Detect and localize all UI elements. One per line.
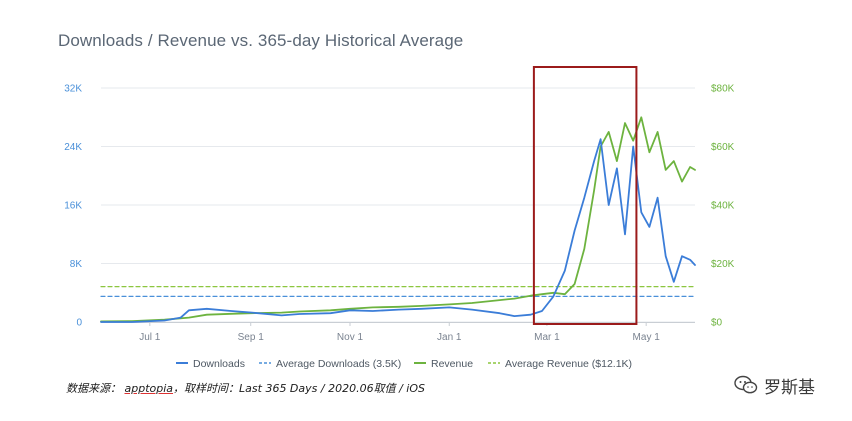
legend-label: Average Downloads (3.5K) (276, 358, 401, 370)
y-left-tick-label: 16K (64, 201, 82, 212)
legend: Downloads Average Downloads (3.5K) Revenue… (176, 358, 632, 370)
wechat-icon (734, 375, 758, 394)
chart-title: Downloads / Revenue vs. 365-day Historic… (58, 31, 464, 50)
y-right-tick-label: $0 (711, 318, 723, 329)
y-left-tick-label: 8K (70, 259, 83, 270)
legend-label: Average Revenue ($12.1K) (505, 358, 632, 370)
series-line-downloads (100, 138, 696, 323)
x-tick-label: May 1 (633, 332, 661, 343)
y-right-tick-label: $20K (711, 259, 735, 270)
x-tick-label: Jul 1 (139, 332, 161, 343)
series-group (100, 116, 696, 323)
watermark-label: 罗斯基 (764, 377, 815, 398)
y-left-tick-label: 32K (64, 84, 82, 95)
source-rest: ，取样时间：Last 365 Days / 2020.06取值 / iOS (173, 382, 425, 395)
source-prefix: 数据来源： (66, 382, 121, 395)
x-tick-label: Jan 1 (437, 332, 462, 343)
y-left-tick-label: 24K (64, 142, 82, 153)
y-right-tick-label: $80K (711, 84, 735, 95)
x-tick-label: Nov 1 (337, 332, 364, 343)
watermark: 罗斯基 (734, 373, 815, 398)
y-left-tick-label: 0 (76, 318, 82, 329)
legend-label: Downloads (193, 358, 245, 370)
y-right-tick-label: $60K (711, 142, 735, 153)
legend-label: Revenue (431, 358, 473, 370)
source-name: apptopia (124, 382, 174, 395)
x-axis: Jul 1 Sep 1 Nov 1 Jan 1 Mar 1 May 1 (101, 322, 695, 343)
x-tick-label: Sep 1 (238, 332, 265, 343)
y-left-axis: 0 8K 16K 24K 32K (64, 84, 82, 329)
y-right-tick-label: $40K (711, 201, 735, 212)
highlight-box (532, 66, 638, 325)
x-tick-label: Mar 1 (534, 332, 560, 343)
series-line-revenue (100, 116, 696, 323)
y-right-axis: $0 $20K $40K $60K $80K (711, 84, 735, 329)
source-note: 数据来源： apptopia，取样时间：Last 365 Days / 2020… (66, 380, 425, 396)
annotations (532, 66, 638, 325)
